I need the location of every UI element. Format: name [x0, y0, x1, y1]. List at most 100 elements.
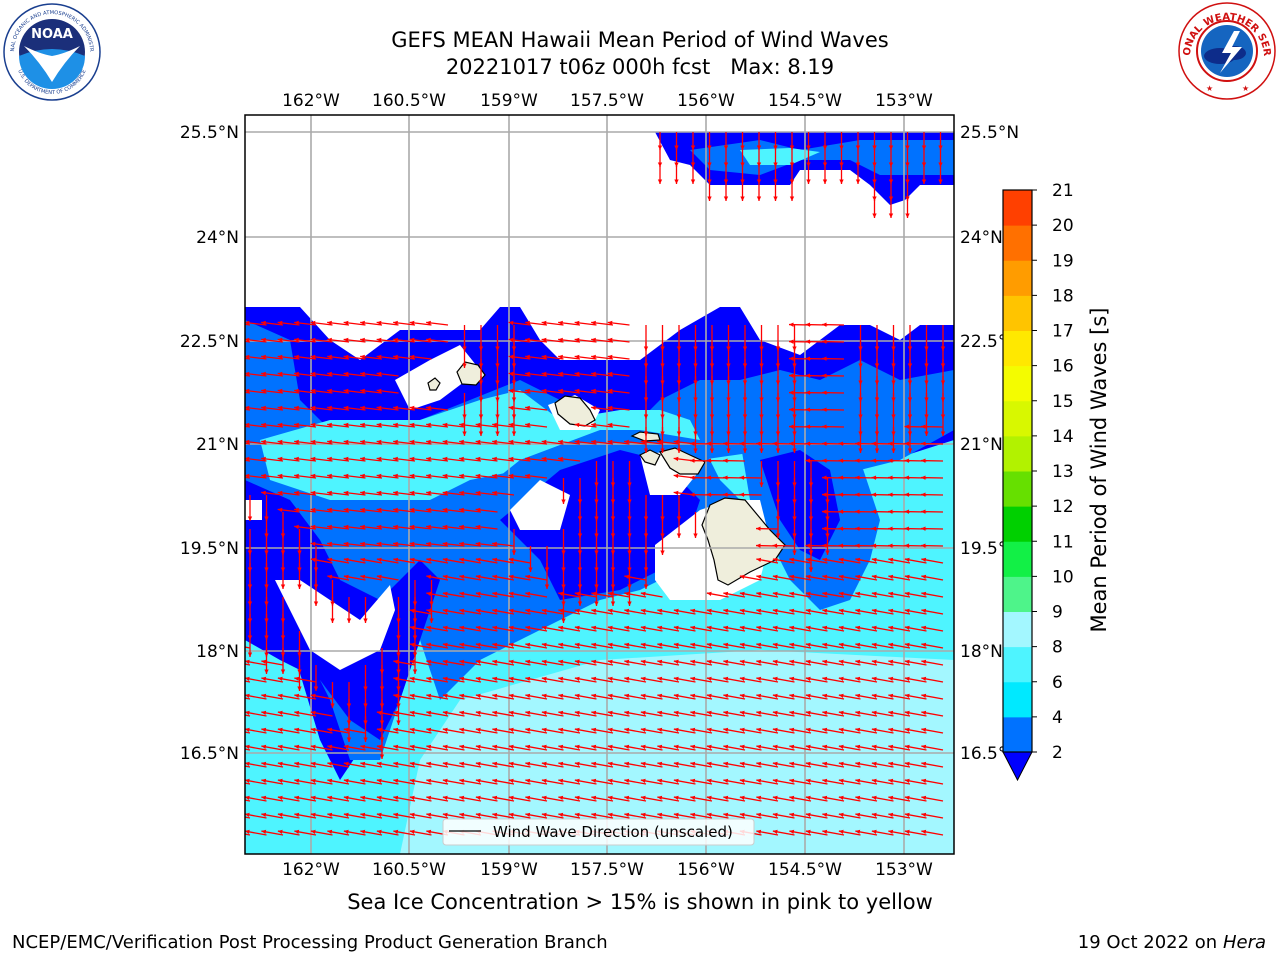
wave-arrow	[409, 541, 432, 547]
wave-arrow	[327, 422, 350, 428]
wave-arrow	[426, 591, 449, 598]
wave-arrow	[376, 490, 399, 496]
wave-arrow	[591, 659, 614, 666]
wave-arrow	[789, 795, 812, 802]
wave-arrow	[591, 354, 614, 360]
wave-arrow	[574, 778, 597, 785]
wave-arrow	[673, 659, 696, 666]
wave-arrow	[806, 166, 811, 184]
wave-arrow	[607, 778, 630, 785]
wave-arrow	[772, 557, 795, 564]
wave-arrow	[904, 693, 927, 700]
lat-tick-label-left: 24°N	[196, 228, 239, 248]
wave-arrow	[756, 574, 779, 581]
wave-arrow	[508, 422, 531, 428]
wave-arrow	[822, 727, 845, 734]
wave-arrow	[871, 659, 894, 666]
wave-arrow	[624, 608, 647, 615]
wave-arrow	[343, 354, 366, 360]
wave-arrow	[277, 795, 300, 802]
colorbar-segment	[1003, 260, 1032, 296]
wave-arrow	[872, 149, 877, 167]
wave-arrow	[245, 833, 251, 836]
wave-arrow	[673, 744, 696, 751]
wave-arrow	[297, 665, 302, 691]
wave-arrow	[855, 812, 878, 819]
wave-arrow	[426, 659, 449, 666]
wave-arrow	[822, 795, 845, 802]
wave-arrow	[772, 710, 795, 717]
wave-arrow	[492, 778, 515, 785]
wave-arrow	[541, 371, 564, 377]
wave-arrow	[442, 744, 465, 751]
wave-arrow	[294, 337, 317, 343]
colorbar-tick-label: 15	[1052, 392, 1074, 412]
wave-arrow	[888, 591, 911, 598]
wave-arrow	[245, 829, 267, 836]
wave-arrow	[723, 166, 729, 184]
sea-ice-note: Sea Ice Concentration > 15% is shown in …	[347, 890, 933, 914]
wave-arrow	[558, 320, 581, 326]
wave-arrow	[310, 557, 333, 564]
wave-arrow	[822, 591, 845, 598]
wave-arrow	[442, 507, 465, 513]
wave-arrow	[508, 456, 531, 462]
wave-arrow	[756, 166, 762, 184]
wave-arrow	[310, 388, 333, 394]
field-light	[400, 650, 954, 854]
wave-arrow	[640, 642, 663, 649]
wave-arrow	[706, 778, 729, 785]
wave-arrow	[789, 166, 795, 184]
wave-arrow	[508, 574, 531, 581]
wave-arrow	[855, 625, 878, 632]
wave-arrow	[624, 642, 647, 649]
colorbar-under-arrow	[1002, 751, 1033, 782]
wave-arrow	[707, 166, 712, 184]
wave-arrow	[409, 659, 432, 666]
wave-arrow	[706, 710, 729, 717]
wave-arrow	[855, 693, 878, 700]
wave-arrow	[855, 778, 878, 785]
wave-arrow	[624, 727, 647, 734]
wave-arrow	[640, 659, 663, 666]
wave-arrow	[541, 320, 564, 326]
wave-arrow	[558, 625, 581, 632]
wave-arrow	[360, 337, 383, 343]
wave-arrow	[277, 778, 300, 785]
wave-arrow	[577, 580, 583, 606]
wave-arrow	[492, 574, 515, 581]
wave-arrow	[740, 132, 745, 150]
wave-arrow	[261, 744, 284, 751]
wave-arrow	[871, 557, 894, 564]
wave-arrow	[475, 541, 498, 547]
wave-arrow	[294, 710, 317, 717]
wave-arrow	[508, 761, 531, 768]
wave-arrow	[245, 659, 267, 666]
lat-tick-label-right: 18°N	[960, 642, 1003, 662]
wave-arrow	[409, 795, 432, 802]
colorbar-segment	[1003, 330, 1032, 367]
wave-arrow	[393, 778, 416, 785]
wave-arrow	[574, 710, 597, 717]
wave-arrow	[459, 795, 482, 802]
wave-arrow	[426, 812, 449, 819]
wave-arrow	[508, 608, 531, 615]
wave-arrow	[805, 676, 828, 683]
wave-arrow	[640, 795, 663, 802]
lat-tick-label-left: 25.5°N	[180, 123, 239, 143]
wave-arrow	[723, 693, 746, 700]
wave-arrow	[294, 405, 317, 411]
wave-arrow	[643, 427, 649, 453]
wave-arrow	[462, 410, 467, 436]
wave-arrow	[492, 676, 515, 683]
wave-arrow	[690, 812, 713, 819]
wave-arrow	[855, 829, 878, 836]
wave-arrow	[591, 642, 614, 649]
wave-arrow	[343, 388, 366, 394]
lon-tick-label-top: 162°W	[282, 91, 340, 111]
map-legend: Wind Wave Direction (unscaled)	[442, 818, 755, 846]
colorbar-tick-label: 13	[1052, 462, 1074, 482]
wave-arrow	[792, 427, 797, 453]
wave-arrow	[426, 422, 449, 428]
